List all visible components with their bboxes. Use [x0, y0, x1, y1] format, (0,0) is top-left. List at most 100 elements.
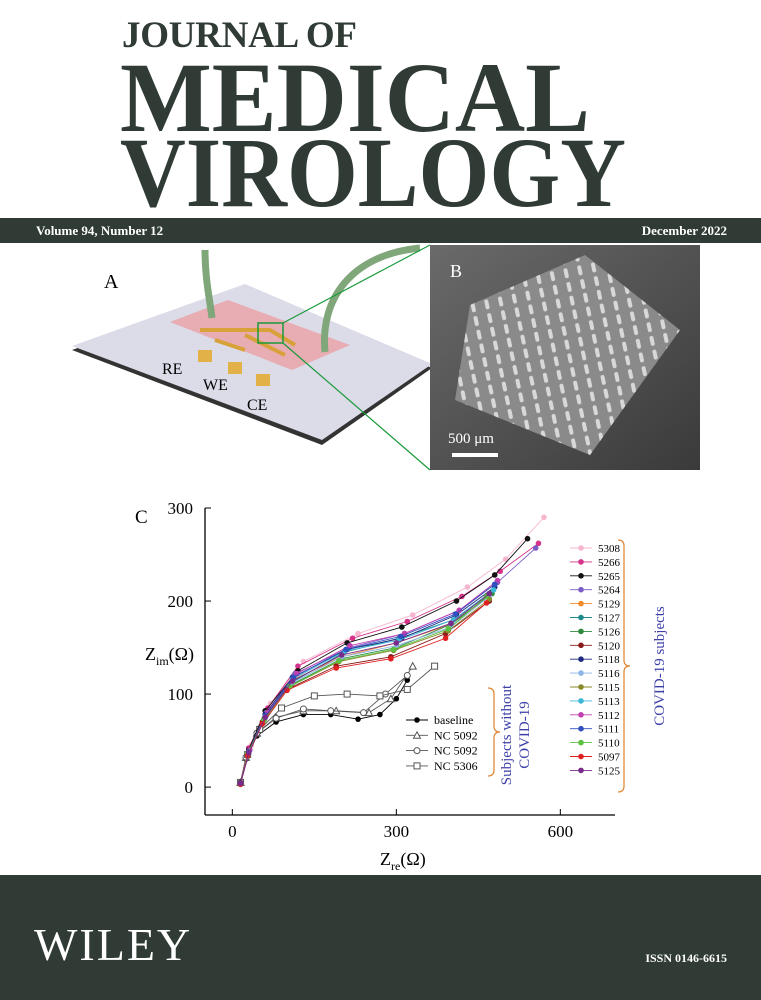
marker — [578, 739, 584, 746]
publisher: WILEY — [34, 919, 192, 970]
marker — [578, 684, 584, 690]
marker — [414, 717, 420, 723]
marker — [578, 559, 584, 565]
marker — [237, 780, 244, 787]
marker — [578, 670, 584, 676]
group-bracket — [487, 687, 501, 777]
series-line — [240, 675, 408, 783]
marker — [349, 635, 356, 642]
legend-label: NC 5306 — [434, 759, 478, 773]
marker — [393, 695, 400, 702]
marker — [376, 692, 384, 700]
marker — [399, 624, 405, 630]
panel-label: B — [450, 261, 462, 281]
y-tick-label: 300 — [168, 499, 194, 518]
marker — [578, 600, 584, 607]
marker — [541, 514, 547, 521]
legend-label: 5120 — [598, 640, 621, 652]
series-line — [240, 596, 487, 785]
group-label: COVID-19 — [517, 701, 533, 769]
series-line — [240, 665, 414, 783]
marker — [578, 656, 584, 662]
marker — [408, 661, 418, 670]
marker — [442, 635, 449, 642]
marker — [388, 655, 394, 662]
y-tick-label: 100 — [168, 685, 194, 704]
marker — [295, 663, 301, 669]
marker — [413, 747, 421, 755]
marker — [355, 716, 361, 722]
marker — [453, 598, 460, 604]
marker — [578, 767, 584, 774]
marker — [532, 545, 539, 551]
marker — [464, 584, 471, 590]
axis-label-main: Z — [145, 644, 156, 664]
electrode-label: CE — [247, 397, 267, 414]
marker — [445, 626, 452, 632]
marker — [413, 762, 421, 770]
journal-line2: MEDICAL — [120, 42, 590, 153]
marker — [390, 646, 397, 653]
marker — [289, 678, 296, 684]
legend-label: 5110 — [598, 738, 620, 750]
issue-date: December 2022 — [642, 223, 727, 238]
marker — [278, 704, 286, 712]
axis-label-sub: im — [156, 654, 169, 668]
marker — [245, 749, 252, 756]
x-tick-label: 0 — [228, 822, 237, 841]
marker — [404, 618, 411, 625]
y-tick-label: 0 — [185, 778, 194, 797]
axis-label-main: Z — [380, 849, 391, 869]
marker — [431, 662, 439, 670]
marker — [502, 556, 509, 562]
legend-label: 5116 — [598, 668, 620, 680]
marker — [578, 573, 584, 579]
axis-label-unit: (Ω) — [400, 849, 425, 870]
volume: Volume 94, Number 12 — [36, 223, 163, 238]
electrode-label: RE — [162, 361, 182, 378]
journal-line1: JOURNAL OF — [122, 15, 357, 56]
marker — [578, 642, 584, 649]
legend-label: 5127 — [598, 613, 621, 625]
axis-label-sub: re — [391, 859, 400, 873]
marker — [364, 708, 374, 717]
marker — [386, 694, 396, 703]
marker — [336, 657, 342, 664]
electrode-label: WE — [203, 377, 228, 394]
marker — [343, 690, 351, 698]
marker — [360, 709, 368, 717]
marker — [483, 600, 490, 606]
marker — [578, 725, 584, 732]
marker — [578, 545, 584, 551]
marker — [578, 614, 584, 621]
series-line — [240, 547, 537, 784]
marker — [490, 587, 497, 593]
legend-label: baseline — [434, 713, 473, 727]
footer-band — [0, 875, 761, 1000]
marker — [403, 671, 411, 679]
marker — [452, 611, 459, 617]
legend-label: 5129 — [598, 599, 621, 611]
series-line — [240, 538, 528, 783]
issue-band — [0, 218, 761, 243]
group-bracket — [617, 539, 631, 793]
marker — [412, 730, 422, 739]
marker — [578, 698, 584, 704]
legend-label: 5112 — [598, 710, 620, 722]
legend-label: 5308 — [598, 543, 621, 555]
legend-label: 5113 — [598, 696, 620, 708]
marker — [535, 540, 542, 547]
legend-label: 5125 — [598, 765, 621, 777]
marker — [284, 687, 290, 694]
marker — [491, 581, 498, 588]
marker — [578, 753, 584, 760]
marker — [578, 712, 584, 718]
axis-label: Zim(Ω) — [145, 644, 194, 668]
legend-label: 5266 — [598, 557, 621, 569]
y-tick-label: 200 — [168, 592, 194, 611]
marker — [347, 642, 353, 649]
marker — [333, 665, 340, 671]
marker — [331, 706, 341, 715]
